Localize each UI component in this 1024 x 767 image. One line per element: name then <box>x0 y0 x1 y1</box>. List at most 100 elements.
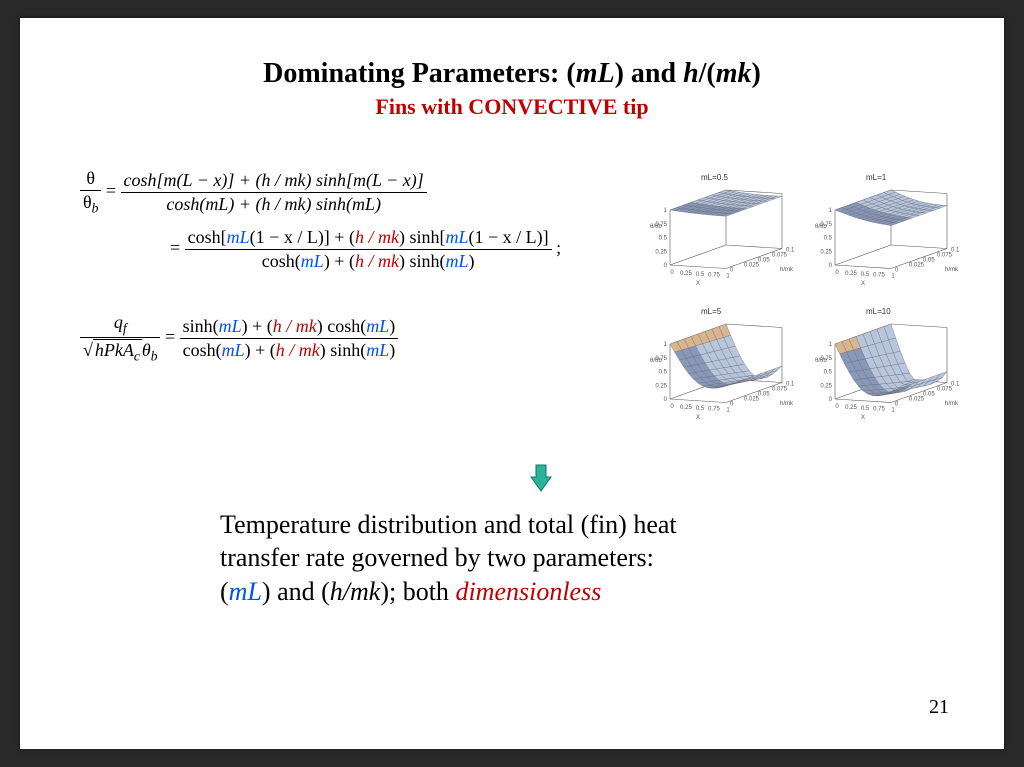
svg-text:0.05: 0.05 <box>923 392 935 398</box>
svg-text:X: X <box>861 415 865 421</box>
svg-text:1: 1 <box>829 342 833 348</box>
svg-text:0.5: 0.5 <box>696 272 705 278</box>
sub-c: c <box>134 349 140 364</box>
t: ) <box>468 251 474 271</box>
t: ) + ( <box>245 340 276 360</box>
surface-plot-svg: 00.250.50.75100.0250.050.0750.100.250.50… <box>811 173 966 293</box>
plot-mL-1: mL=100.250.50.75100.0250.050.0750.100.25… <box>811 173 966 293</box>
theta: θ <box>142 340 151 360</box>
svg-text:0.5: 0.5 <box>659 370 668 376</box>
svg-text:0: 0 <box>730 402 734 408</box>
mL: mL <box>366 316 389 336</box>
title-main: Dominating Parameters: (mL) and h/(mk) <box>20 58 1004 90</box>
surface-plot-svg: 00.250.50.75100.0250.050.0750.100.250.50… <box>811 307 966 427</box>
plot-mL-5: mL=500.250.50.75100.0250.050.0750.100.25… <box>646 307 801 427</box>
svg-text:1: 1 <box>726 408 730 414</box>
svg-text:0.75: 0.75 <box>708 407 720 413</box>
viewport: Dominating Parameters: (mL) and h/(mk) F… <box>0 0 1024 767</box>
title-mk: mk <box>716 58 752 89</box>
t: ) + ( <box>324 251 355 271</box>
svg-text:0.25: 0.25 <box>680 405 692 411</box>
summary-text: Temperature distribution and total (fin)… <box>220 508 870 608</box>
svg-text:1: 1 <box>664 342 668 348</box>
eq1-rhs: cosh[m(L − x)] + (h / mk) sinh[m(L − x)]… <box>121 170 427 215</box>
t: ) sinh[ <box>399 227 446 247</box>
plots-grid: mL=0.500.250.50.75100.0250.050.0750.100.… <box>646 173 966 427</box>
plot-mL-10: mL=1000.250.50.75100.0250.050.0750.100.2… <box>811 307 966 427</box>
sqrt: √hPkAc <box>83 339 142 365</box>
svg-text:1: 1 <box>829 208 833 214</box>
t: ) and ( <box>262 577 330 606</box>
svg-text:h/mk: h/mk <box>945 267 959 273</box>
eq3-rhs: sinh(mL) + (h / mk) cosh(mL) cosh(mL) + … <box>180 316 399 361</box>
svg-text:0.1: 0.1 <box>786 382 795 388</box>
equation-2: = cosh[mL(1 − x / L)] + (h / mk) sinh[mL… <box>170 227 640 272</box>
mL: mL <box>301 251 324 271</box>
svg-text:1: 1 <box>726 274 730 280</box>
qf: q <box>114 312 123 332</box>
svg-text:0: 0 <box>829 397 833 403</box>
mL: mL <box>229 577 262 606</box>
t: cosh( <box>262 251 301 271</box>
svg-text:0.25: 0.25 <box>655 383 667 389</box>
svg-text:0: 0 <box>895 402 899 408</box>
eq1-num: cosh[m(L − x)] + (h / mk) sinh[m(L − x)] <box>121 170 427 193</box>
subtitle: Fins with CONVECTIVE tip <box>20 94 1004 120</box>
title-text: /( <box>699 58 716 89</box>
svg-text:X: X <box>696 281 700 287</box>
svg-text:0.25: 0.25 <box>820 383 832 389</box>
svg-text:0.25: 0.25 <box>820 249 832 255</box>
t: ) <box>389 340 395 360</box>
title-text: Dominating Parameters: ( <box>263 58 576 89</box>
t: ( <box>220 577 229 606</box>
svg-text:0.25: 0.25 <box>680 271 692 277</box>
plot-caption: mL=1 <box>866 173 886 182</box>
svg-text:θ/θb: θ/θb <box>815 358 827 364</box>
svg-text:0.5: 0.5 <box>861 406 870 412</box>
t: ) <box>389 316 395 336</box>
mL: mL <box>219 316 242 336</box>
t: sinh( <box>183 316 219 336</box>
equation-block: θ θb = cosh[m(L − x)] + (h / mk) sinh[m(… <box>80 168 640 375</box>
svg-text:h/mk: h/mk <box>780 401 794 407</box>
summary-line3: (mL) and (h/mk); both dimensionless <box>220 575 870 608</box>
svg-text:0: 0 <box>835 270 839 276</box>
hmk: h / mk <box>273 316 317 336</box>
svg-text:0.75: 0.75 <box>873 407 885 413</box>
svg-text:0: 0 <box>730 268 734 274</box>
svg-text:0.5: 0.5 <box>659 236 668 242</box>
svg-text:θ/θb: θ/θb <box>650 358 662 364</box>
svg-text:0.05: 0.05 <box>923 258 935 264</box>
mL: mL <box>445 251 468 271</box>
svg-text:1: 1 <box>664 208 668 214</box>
slide: Dominating Parameters: (mL) and h/(mk) F… <box>20 18 1004 749</box>
title-text: ) and <box>615 58 683 89</box>
title-h: h <box>683 58 699 89</box>
hmk: h/mk <box>330 577 381 606</box>
t: (1 − x / L)] + ( <box>250 227 355 247</box>
svg-text:X: X <box>861 281 865 287</box>
plot-caption: mL=5 <box>701 307 721 316</box>
svg-text:0.5: 0.5 <box>824 236 833 242</box>
mL: mL <box>445 227 468 247</box>
svg-text:0: 0 <box>835 404 839 410</box>
svg-text:0.5: 0.5 <box>824 370 833 376</box>
t: ); both <box>380 577 455 606</box>
semicolon: ; <box>556 237 561 257</box>
sub-b: b <box>92 201 99 216</box>
t: cosh( <box>183 340 222 360</box>
summary-line2: transfer rate governed by two parameters… <box>220 541 870 574</box>
equation-1: θ θb = cosh[m(L − x)] + (h / mk) sinh[m(… <box>80 168 640 217</box>
svg-text:0.05: 0.05 <box>758 392 770 398</box>
svg-text:0.5: 0.5 <box>861 272 870 278</box>
plot-mL-0.5: mL=0.500.250.50.75100.0250.050.0750.100.… <box>646 173 801 293</box>
sub-b: b <box>151 349 158 364</box>
svg-text:0: 0 <box>670 404 674 410</box>
t: ) + ( <box>242 316 273 336</box>
eq1-den: cosh(mL) + (h / mk) sinh(mL) <box>121 193 427 215</box>
svg-text:0: 0 <box>664 263 668 269</box>
svg-text:h/mk: h/mk <box>780 267 794 273</box>
eq3-lhs: qf √hPkAcθb <box>80 312 160 365</box>
svg-text:0.5: 0.5 <box>696 406 705 412</box>
mL: mL <box>222 340 245 360</box>
